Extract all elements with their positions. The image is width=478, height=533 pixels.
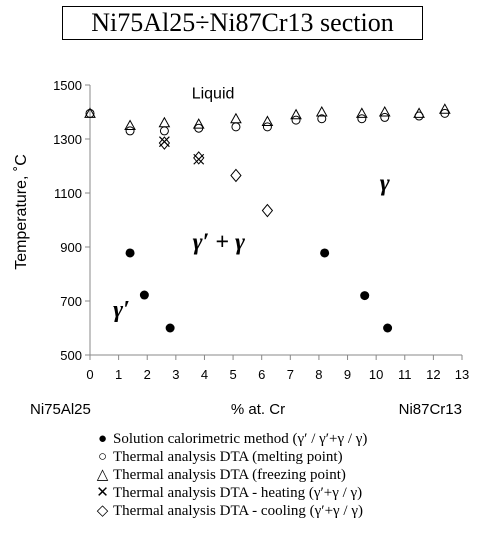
data-marks — [84, 103, 451, 333]
freezing-point — [290, 108, 302, 120]
x-tick-label: 3 — [172, 367, 179, 382]
y-tick-label: 1300 — [53, 132, 82, 147]
legend-item: ◇ Thermal analysis DTA - cooling (γ′+γ /… — [95, 502, 475, 520]
x-tick-label: 5 — [229, 367, 236, 382]
freezing-point — [355, 107, 368, 118]
melting-point — [125, 126, 135, 136]
melting-point — [357, 114, 367, 124]
freezing-point — [192, 118, 205, 129]
y-tick-label: 700 — [60, 294, 82, 309]
melting-point — [231, 122, 241, 132]
phase-region-label: Liquid — [192, 86, 235, 103]
calorimetric-point — [165, 323, 175, 333]
legend-item: ✕ Thermal analysis DTA - heating (γ′+γ /… — [95, 484, 475, 502]
x-right-label: Ni87Cr13 — [399, 401, 462, 418]
freezing-point — [158, 116, 171, 128]
x-tick-label: 13 — [455, 367, 469, 382]
cooling-point — [158, 136, 171, 150]
melting-point — [159, 126, 169, 136]
cooling-point — [261, 203, 274, 218]
legend: ● Solution calorimetric method (γ′ / γ′+… — [95, 430, 475, 520]
legend-item: ● Solution calorimetric method (γ′ / γ′+… — [95, 430, 475, 448]
freezing-point — [84, 107, 96, 118]
x-tick-label: 8 — [315, 367, 322, 382]
freezing-point — [315, 105, 328, 117]
legend-label: Thermal analysis DTA - cooling (γ′+γ / γ… — [113, 503, 363, 519]
phase-region-label: γ′ + γ — [193, 230, 245, 256]
x-tick-label: 2 — [144, 367, 151, 382]
calorimetric-point — [125, 248, 135, 258]
calorimetric-point — [360, 291, 370, 301]
open-circle-icon: ○ — [97, 449, 108, 465]
y-tick-label: 1100 — [54, 186, 82, 201]
melting-point — [262, 122, 272, 132]
x-axis-label: % at. Cr — [231, 401, 285, 418]
calorimetric-point — [383, 323, 393, 333]
melting-point — [291, 115, 301, 125]
freezing-point — [230, 112, 242, 124]
open-diamond-icon: ◇ — [96, 503, 109, 519]
open-triangle-icon: △ — [96, 467, 109, 483]
freezing-point — [438, 103, 451, 114]
freezing-point — [378, 105, 391, 117]
x-tick-label: 4 — [201, 367, 208, 382]
y-tick-label: 900 — [60, 240, 82, 255]
legend-label: Thermal analysis DTA (freezing point) — [113, 467, 346, 483]
cross-icon: ✕ — [96, 485, 109, 501]
legend-item: △ Thermal analysis DTA (freezing point) — [95, 466, 475, 484]
filled-circle-icon: ● — [97, 431, 108, 447]
y-axis-label: Temperature, ˚C — [13, 154, 30, 270]
cooling-point — [230, 168, 242, 183]
freezing-point — [413, 107, 425, 118]
legend-label: Solution calorimetric method (γ′ / γ′+γ … — [113, 431, 368, 447]
calorimetric-point — [320, 248, 330, 258]
phase-region-label: γ — [380, 170, 390, 196]
legend-label: Thermal analysis DTA - heating (γ′+γ / γ… — [113, 485, 363, 501]
melting-point — [380, 112, 390, 122]
melting-point — [317, 114, 327, 124]
y-tick-label: 1500 — [53, 78, 82, 93]
x-tick-label: 7 — [287, 367, 294, 382]
x-tick-label: 12 — [426, 367, 440, 382]
x-tick-label: 11 — [398, 367, 412, 382]
freezing-point — [124, 119, 136, 130]
x-left-label: Ni75Al25 — [30, 401, 91, 418]
x-tick-label: 0 — [86, 367, 93, 382]
calorimetric-point — [139, 290, 149, 300]
x-tick-label: 1 — [115, 367, 122, 382]
freezing-point — [261, 115, 274, 126]
x-tick-label: 10 — [369, 367, 383, 382]
cooling-point — [193, 151, 205, 165]
y-tick-label: 500 — [60, 348, 82, 363]
x-tick-label: 9 — [344, 367, 351, 382]
legend-item: ○ Thermal analysis DTA (melting point) — [95, 448, 475, 466]
legend-label: Thermal analysis DTA (melting point) — [113, 449, 343, 465]
x-tick-label: 6 — [258, 367, 265, 382]
phase-region-label: γ′ — [113, 297, 130, 323]
chart-title: Ni75Al25÷Ni87Cr13 section — [62, 6, 423, 40]
annotations: Liquid γ γ′ + γ γ′ — [113, 86, 390, 324]
